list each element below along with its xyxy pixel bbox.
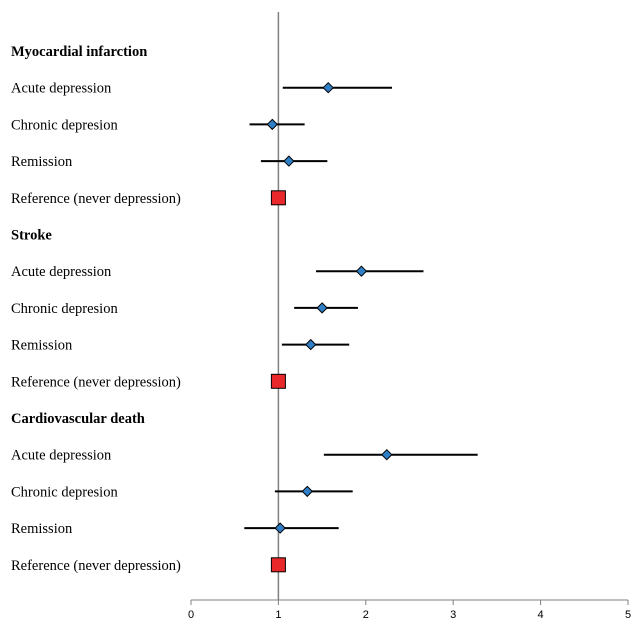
row-label: Chronic depresion: [11, 117, 118, 133]
reference-marker: [270, 190, 286, 206]
estimate-marker: [355, 265, 368, 277]
group-heading: Myocardial infarction: [11, 44, 147, 60]
x-tick-label: 0: [188, 609, 194, 621]
row-label: Remission: [11, 154, 73, 170]
row-label: Acute depression: [11, 264, 112, 280]
estimate-marker: [305, 338, 317, 351]
estimate-marker: [322, 81, 334, 94]
row-label: Remission: [11, 338, 73, 354]
x-axis: 0 1 2 3 4 5: [188, 599, 631, 621]
estimate-marker: [274, 522, 286, 534]
row-label: Reference (never depression): [11, 558, 181, 574]
row-labels: Myocardial infarction Acute depression Chr…: [11, 44, 181, 574]
group-heading: Cardiovascular death: [11, 411, 145, 427]
row-label: Reference (never depression): [11, 191, 181, 207]
x-tick-label: 1: [275, 609, 281, 621]
row-label: Chronic depresion: [11, 301, 118, 317]
row-label: Remission: [11, 521, 73, 537]
estimate-marker: [266, 118, 278, 131]
row-label: Reference (never depression): [11, 374, 181, 390]
row-label: Acute depression: [11, 448, 112, 464]
chart-marks: [244, 81, 478, 573]
x-tick-label: 5: [625, 609, 631, 621]
group-heading: Stroke: [11, 228, 52, 244]
reference-marker: [270, 373, 286, 389]
reference-marker: [270, 557, 286, 573]
estimate-marker: [316, 302, 328, 314]
estimate-marker: [301, 485, 313, 498]
x-tick-label: 2: [363, 609, 369, 621]
row-label: Chronic depresion: [11, 484, 118, 500]
x-tick-label: 3: [450, 609, 456, 621]
estimate-marker: [381, 448, 393, 461]
row-label: Acute depression: [11, 81, 112, 97]
x-tick-label: 4: [538, 609, 544, 621]
estimate-marker: [283, 155, 295, 167]
